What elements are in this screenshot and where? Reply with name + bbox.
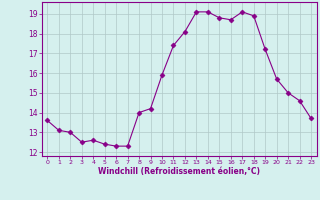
X-axis label: Windchill (Refroidissement éolien,°C): Windchill (Refroidissement éolien,°C): [98, 167, 260, 176]
